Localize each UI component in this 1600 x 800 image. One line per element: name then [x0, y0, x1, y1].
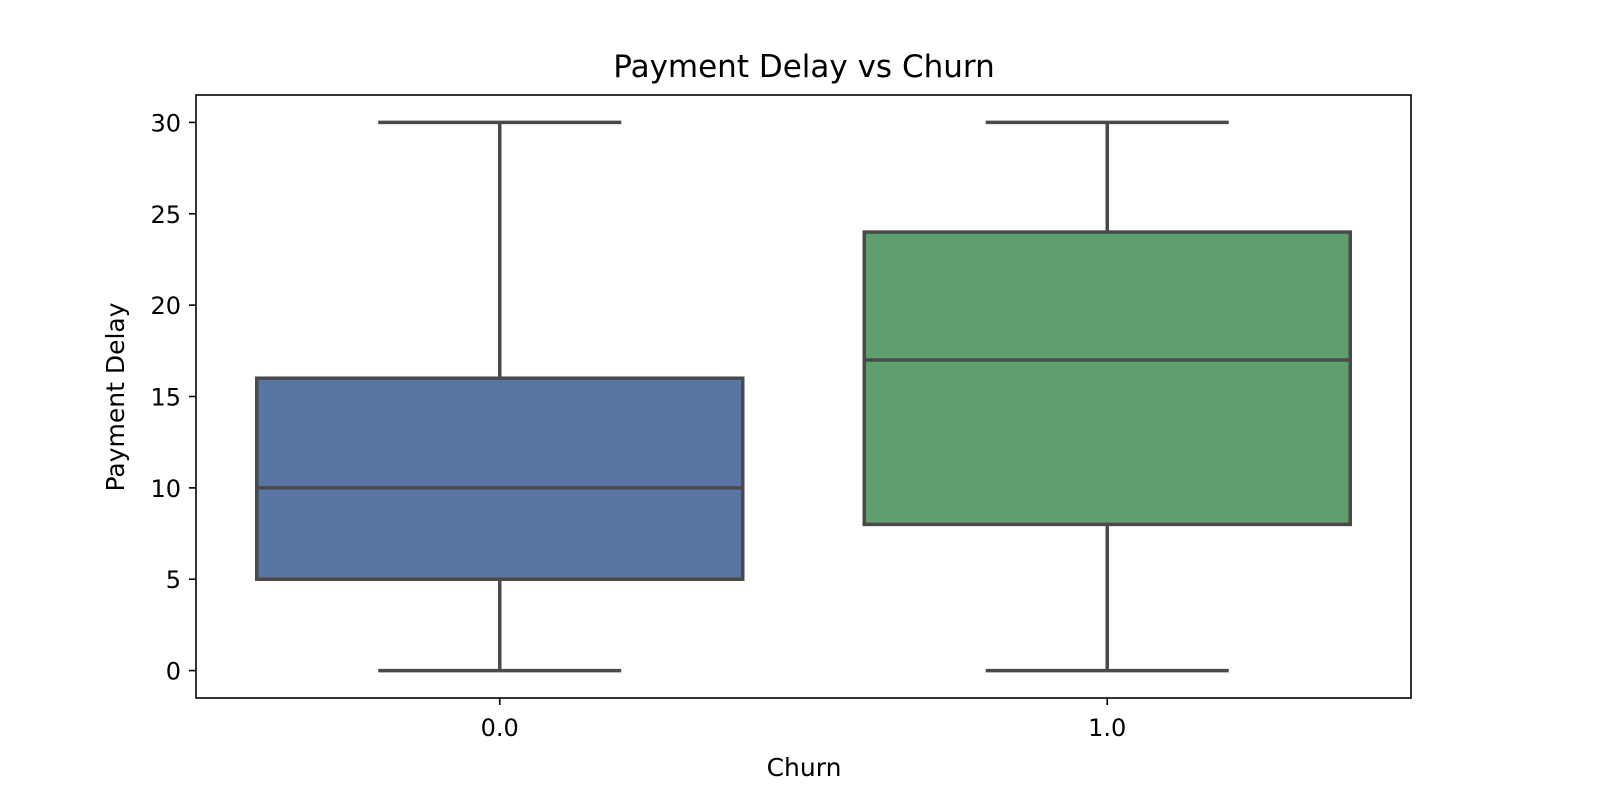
x-axis: 0.0 1.0 — [481, 698, 1126, 742]
iqr-box — [862, 230, 1352, 527]
box-group-0-0 — [255, 120, 745, 673]
y-axis-label: Payment Delay — [101, 302, 130, 491]
y-tick-label: 10 — [150, 475, 181, 503]
y-tick-label: 5 — [166, 566, 181, 594]
y-tick-label: 15 — [150, 384, 181, 412]
iqr-box — [255, 376, 745, 581]
boxes-layer — [255, 120, 1352, 673]
y-tick-label: 20 — [150, 292, 181, 320]
y-tick-label: 30 — [150, 109, 181, 137]
x-tick-label: 0.0 — [481, 714, 519, 742]
chart-title: Payment Delay vs Churn — [613, 49, 994, 85]
box-group-1-0 — [862, 120, 1352, 673]
x-axis-label: Churn — [767, 753, 842, 782]
y-tick-label: 25 — [150, 201, 181, 229]
y-tick-label: 0 — [166, 658, 181, 686]
y-axis: 0 5 10 15 20 25 30 — [150, 109, 196, 686]
x-tick-label: 1.0 — [1088, 714, 1126, 742]
